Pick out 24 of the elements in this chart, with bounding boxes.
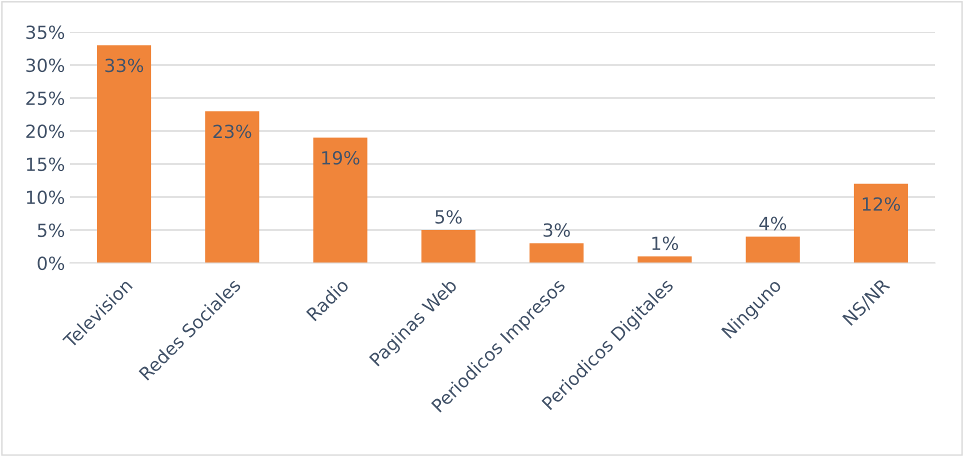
bar <box>854 184 908 263</box>
data-label: 5% <box>436 210 462 224</box>
y-tick-label: 25% <box>26 91 64 106</box>
y-tick-label: 30% <box>26 58 64 72</box>
y-tick-label: 5% <box>38 223 64 238</box>
data-label: 33% <box>105 58 144 72</box>
y-tick-label: 10% <box>26 190 64 204</box>
data-label: 19% <box>322 151 360 165</box>
y-tick-label: 0% <box>38 256 64 270</box>
bar <box>313 138 368 263</box>
data-label: 3% <box>544 223 570 237</box>
bar <box>97 45 152 263</box>
bar <box>530 243 584 263</box>
data-label: 23% <box>213 124 252 138</box>
data-label: 1% <box>652 236 678 250</box>
bar <box>421 230 476 263</box>
bar <box>746 236 800 263</box>
bar <box>205 111 260 263</box>
data-label: 12% <box>862 197 900 211</box>
data-label: 4% <box>759 216 786 230</box>
bar <box>638 256 692 263</box>
y-tick-label: 20% <box>26 124 64 138</box>
y-tick-label: 35% <box>26 25 64 40</box>
y-tick-label: 15% <box>26 157 64 172</box>
